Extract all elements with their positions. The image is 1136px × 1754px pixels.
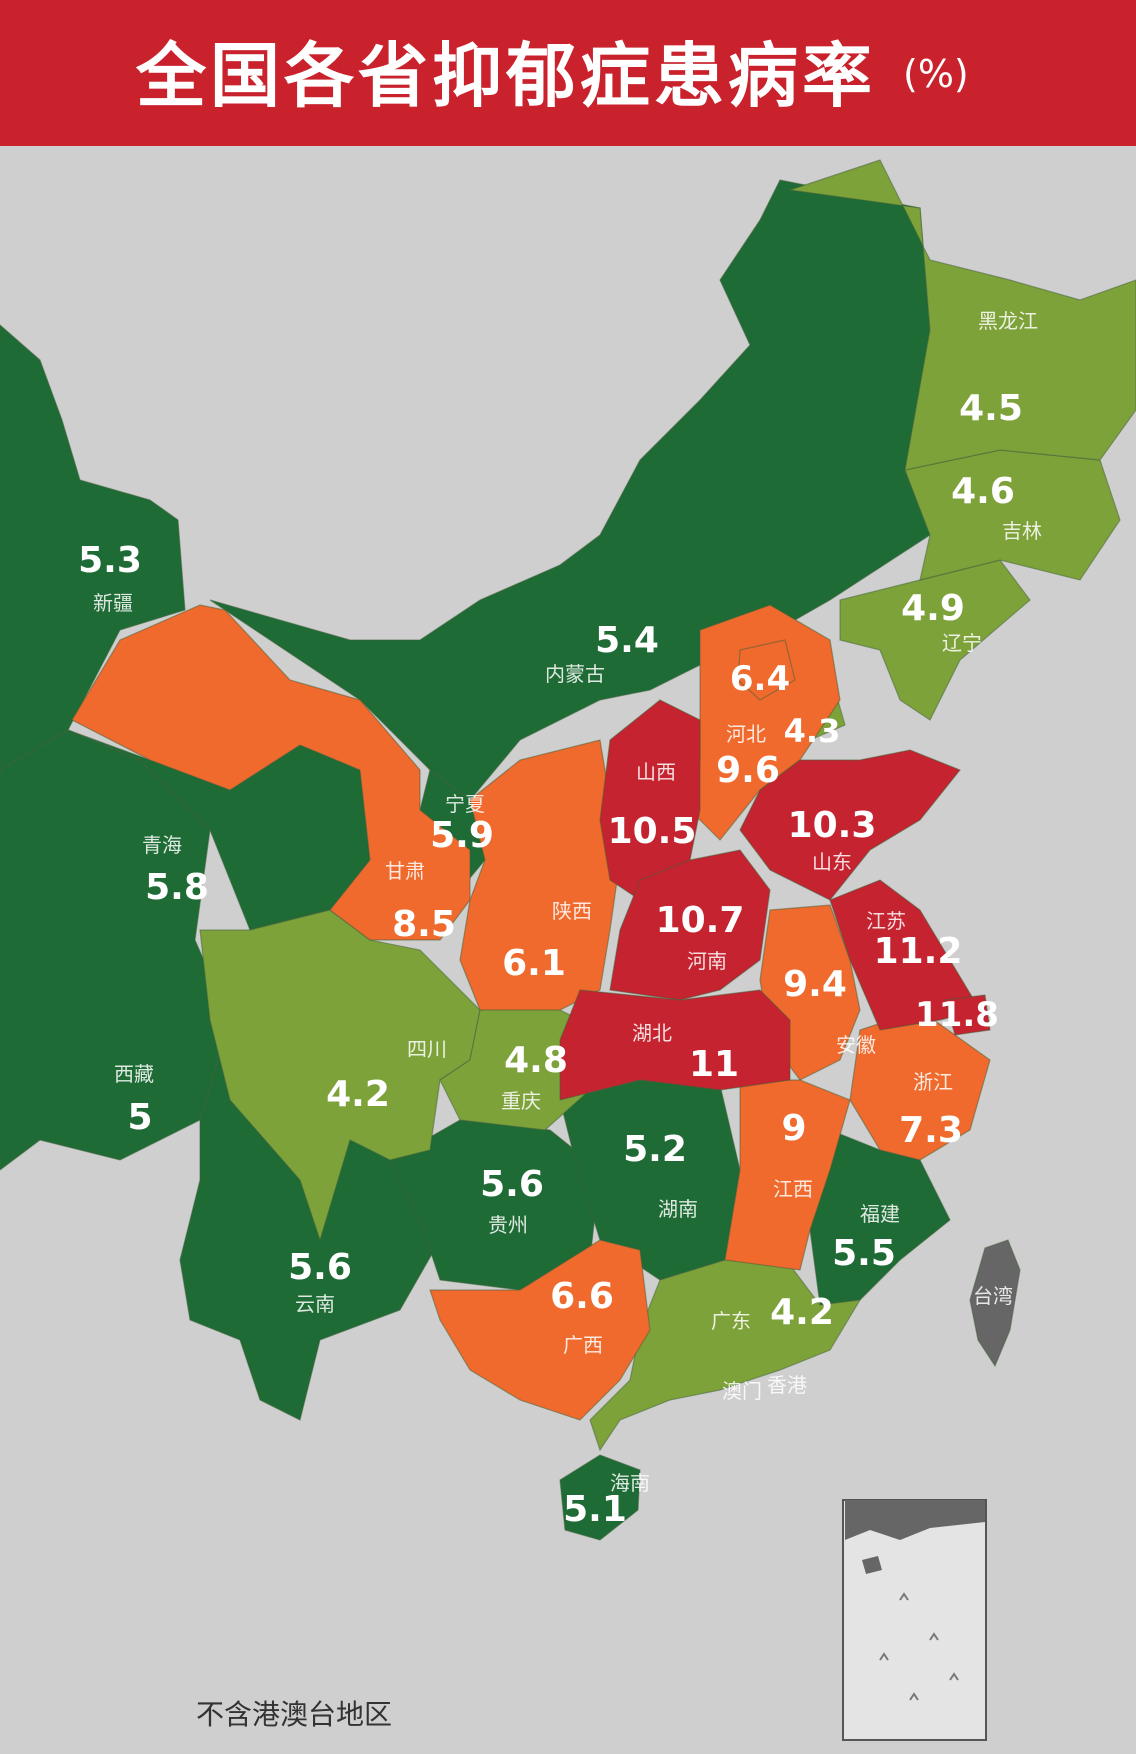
value-label-zhejiang: 7.3: [899, 1110, 963, 1151]
region-shape-jiangxi: [724, 1079, 851, 1271]
footnote: 不含港澳台地区: [196, 1698, 393, 1731]
province-label-hongkong: 香港: [767, 1373, 807, 1397]
province-label-guangxi: 广西: [563, 1333, 603, 1357]
province-label-macau: 澳门: [722, 1379, 762, 1403]
province-label-anhui: 安徽: [836, 1033, 876, 1057]
value-label-fujian: 5.5: [832, 1233, 896, 1274]
value-label-hebei: 9.6: [716, 750, 780, 791]
province-label-xinjiang: 新疆: [93, 591, 133, 615]
region-shape-heilongjiang: [789, 159, 1136, 471]
region-shape-hainan: [559, 1454, 641, 1541]
value-label-jiangxi: 9: [781, 1108, 806, 1149]
value-label-sichuan: 4.2: [326, 1074, 390, 1115]
value-label-jiangsu: 11.2: [874, 931, 963, 972]
value-label-shandong: 10.3: [788, 805, 877, 846]
value-label-gansu: 8.5: [392, 904, 456, 945]
value-label-heilongjiang: 4.5: [959, 388, 1023, 429]
value-label-henan: 10.7: [656, 900, 745, 941]
province-label-ningxia: 宁夏: [445, 792, 485, 816]
region-shape-beijing: [737, 639, 796, 701]
region-shape-guangxi: [429, 1239, 651, 1421]
value-label-jilin: 4.6: [951, 471, 1015, 512]
region-shape-guangdong: [589, 1259, 862, 1452]
region-shape-liaoning: [839, 559, 1031, 721]
province-label-shanxi: 山西: [636, 760, 676, 784]
value-label-xizang: 5: [127, 1097, 152, 1138]
province-label-hebei: 河北: [726, 722, 766, 746]
value-label-shanghai: 11.8: [915, 995, 999, 1035]
province-label-guangdong: 广东: [711, 1309, 751, 1333]
value-label-neimenggu: 5.4: [595, 620, 659, 661]
province-label-shaanxi: 陕西: [552, 899, 592, 923]
province-label-jiangxi: 江西: [773, 1177, 813, 1201]
value-label-guizhou: 5.6: [480, 1164, 544, 1205]
value-label-tianjin: 4.3: [784, 712, 841, 750]
province-label-hunan: 湖南: [658, 1197, 698, 1221]
south-china-sea-inset: [842, 1499, 987, 1741]
value-label-shaanxi: 6.1: [502, 943, 566, 984]
province-label-hubei: 湖北: [632, 1021, 672, 1045]
region-shape-henan: [609, 849, 771, 1001]
china-map: 5.3 新疆 5 西藏 5.8 青海 8.5 甘肃 5.4 内蒙古 5.9 宁夏…: [0, 159, 1136, 1741]
province-label-henan: 河南: [687, 949, 727, 973]
province-label-zhejiang: 浙江: [913, 1070, 953, 1094]
region-labels: 5.3 新疆 5 西藏 5.8 青海 8.5 甘肃 5.4 内蒙古 5.9 宁夏…: [78, 309, 1042, 1530]
value-label-chongqing: 4.8: [504, 1040, 568, 1081]
value-label-hubei: 11: [689, 1044, 739, 1085]
province-label-hainan: 海南: [610, 1471, 650, 1495]
region-shape-shandong: [739, 749, 961, 901]
value-label-guangxi: 6.6: [550, 1276, 614, 1317]
province-label-qinghai: 青海: [142, 833, 182, 857]
value-label-xinjiang: 5.3: [78, 540, 142, 581]
province-label-neimenggu: 内蒙古: [545, 662, 605, 686]
value-label-hainan: 5.1: [563, 1489, 627, 1530]
map-unit: (%): [903, 52, 969, 96]
value-label-yunnan: 5.6: [288, 1247, 352, 1288]
province-label-sichuan: 四川: [407, 1037, 447, 1061]
value-label-guangdong: 4.2: [770, 1292, 834, 1333]
value-label-qinghai: 5.8: [145, 867, 209, 908]
region-shape-jilin: [904, 449, 1121, 581]
province-label-jilin: 吉林: [1002, 519, 1042, 543]
region-shape-taiwan: [969, 1239, 1021, 1368]
value-label-anhui: 9.4: [783, 964, 847, 1005]
map-title: 全国各省抑郁症患病率: [136, 35, 876, 117]
province-label-chongqing: 重庆: [501, 1089, 541, 1113]
value-label-liaoning: 4.9: [901, 588, 965, 629]
province-label-jiangsu: 江苏: [866, 909, 906, 933]
title-banner: 全国各省抑郁症患病率 (%): [0, 0, 1136, 146]
value-label-ningxia: 5.9: [430, 815, 494, 856]
value-label-beijing: 6.4: [730, 659, 790, 699]
province-label-guizhou: 贵州: [488, 1213, 528, 1237]
province-label-liaoning: 辽宁: [942, 631, 982, 655]
province-label-gansu: 甘肃: [385, 859, 425, 883]
region-shape-hubei: [559, 989, 791, 1101]
province-label-taiwan: 台湾: [973, 1284, 1013, 1308]
region-shape-shaanxi: [459, 739, 621, 1011]
province-label-shandong: 山东: [812, 850, 852, 874]
value-label-hunan: 5.2: [623, 1129, 687, 1170]
province-label-xizang: 西藏: [114, 1062, 154, 1086]
province-label-fujian: 福建: [860, 1202, 900, 1226]
value-label-shanxi: 10.5: [608, 811, 697, 852]
region-shape-shanghai: [944, 994, 991, 1036]
province-label-yunnan: 云南: [295, 1292, 335, 1316]
province-label-heilongjiang: 黑龙江: [978, 309, 1038, 333]
